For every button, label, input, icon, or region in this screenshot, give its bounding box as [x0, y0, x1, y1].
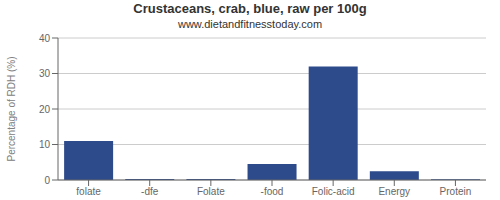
svg-text:10: 10 — [39, 139, 51, 150]
svg-text:Percentage of RDH (%): Percentage of RDH (%) — [8, 56, 17, 161]
svg-text:30: 30 — [39, 68, 51, 79]
svg-text:Energy: Energy — [378, 186, 410, 197]
html-text:Crustaceans, crab, blue, raw p: Crustaceans, crab, blue, raw per 100g — [133, 1, 367, 16]
svg-text:20: 20 — [39, 104, 51, 115]
svg-text:Folate: Folate — [197, 186, 225, 197]
svg-text:Folic-acid: Folic-acid — [312, 186, 355, 197]
svg-text:0: 0 — [44, 175, 50, 186]
svg-text:-dfe: -dfe — [141, 186, 159, 197]
svg-text:40: 40 — [39, 33, 51, 44]
html-text:www.dietandfitnesstoday.com: www.dietandfitnesstoday.com — [178, 18, 322, 30]
svg-text:folate: folate — [76, 186, 101, 197]
svg-text:Protein: Protein — [440, 186, 472, 197]
svg-text:-food: -food — [261, 186, 284, 197]
